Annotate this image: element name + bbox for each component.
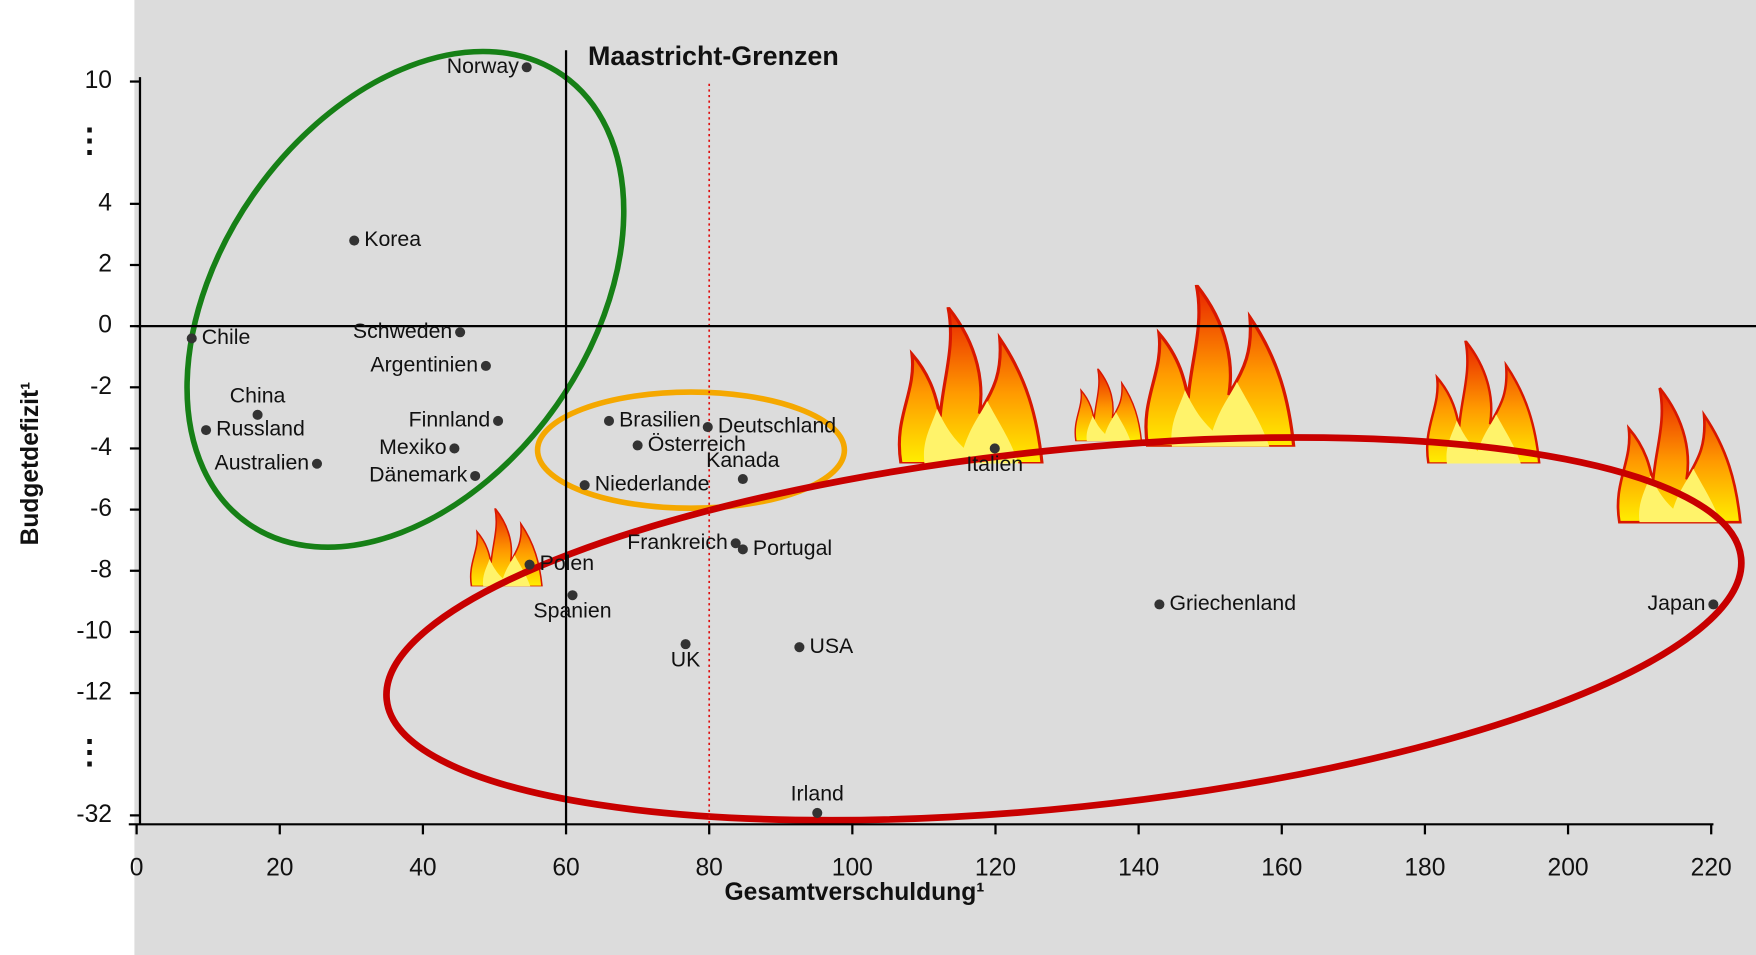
x-tick-label: 80 [696, 855, 723, 882]
point [470, 470, 481, 482]
x-tick-label: 180 [1404, 855, 1445, 882]
point-label: Brasilien [619, 408, 701, 432]
point [567, 590, 578, 601]
point [455, 327, 466, 338]
point-label: Norway [447, 54, 520, 78]
x-axis-label: Gesamtverschuldung¹ [724, 879, 984, 906]
point [989, 443, 1000, 454]
point [480, 360, 491, 371]
point-label: Portugal [753, 536, 832, 560]
point-label: Italien [966, 452, 1023, 476]
point-label: Russland [216, 417, 305, 441]
x-tick-label: 20 [266, 855, 293, 882]
x-tick-label: 200 [1548, 855, 1589, 882]
plot-background [134, 0, 1756, 955]
point [186, 333, 197, 344]
point-label: Argentinien [370, 353, 478, 377]
point-label: Österreich [648, 432, 746, 456]
point [201, 425, 212, 436]
point [521, 62, 532, 73]
point [1708, 599, 1719, 610]
point-label: Frankreich [627, 530, 728, 554]
y-tick-label: -10 [76, 617, 112, 644]
point-label: Kanada [706, 448, 780, 472]
point [737, 544, 748, 555]
point [579, 480, 590, 491]
point [737, 474, 748, 485]
point-label: Griechenland [1169, 591, 1296, 615]
group-ellipse [534, 389, 848, 512]
point [1154, 599, 1165, 610]
point [680, 639, 691, 650]
y-tick-label: -2 [90, 373, 112, 400]
point-label: Japan [1648, 591, 1706, 615]
x-tick-label: 120 [975, 855, 1016, 882]
y-tick-label: -32 [76, 801, 112, 828]
x-tick-label: 60 [552, 855, 579, 882]
group-ellipse [184, 48, 627, 550]
point-label: Chile [202, 325, 251, 349]
point-label: Finnland [409, 408, 491, 432]
y-tick-label: -6 [90, 495, 112, 522]
chart-title: Maastricht-Grenzen [588, 41, 839, 71]
point-label: Mexiko [379, 435, 446, 459]
point [730, 538, 741, 549]
y-tick-label: 2 [98, 251, 112, 278]
point-label: China [230, 384, 286, 408]
point [812, 807, 823, 818]
x-tick-label: 100 [832, 855, 873, 882]
point-label: Niederlande [595, 472, 710, 496]
point-label: Spanien [533, 599, 611, 623]
point [794, 642, 805, 653]
x-tick-label: 160 [1261, 855, 1302, 882]
y-tick-label: -12 [76, 679, 112, 706]
axis-break: ⋮ [73, 734, 107, 771]
x-tick-label: 40 [409, 855, 436, 882]
x-tick-label: 220 [1691, 855, 1732, 882]
point-label: Irland [791, 782, 844, 806]
point-label: Schweden [353, 319, 452, 343]
point [252, 409, 263, 420]
y-tick-label: 0 [98, 312, 112, 339]
point [524, 559, 535, 570]
group-ellipse [383, 434, 1745, 824]
point [349, 235, 360, 246]
point-label: Korea [364, 227, 421, 251]
point [702, 422, 713, 433]
point-label: Deutschland [718, 414, 836, 438]
point-label: Dänemark [369, 463, 468, 487]
axis-break: ⋮ [73, 123, 107, 160]
y-tick-label: -8 [90, 556, 112, 583]
point [311, 458, 323, 469]
point-label: USA [809, 634, 854, 658]
point [449, 443, 460, 454]
point [632, 440, 643, 451]
y-axis-label: Budgetdefizit¹ [17, 382, 44, 546]
x-tick-label: 0 [130, 855, 144, 882]
y-tick-label: 10 [85, 67, 112, 94]
point [603, 415, 615, 426]
point-label: Australien [215, 450, 310, 474]
x-tick-label: 140 [1118, 855, 1159, 882]
y-tick-label: 4 [98, 189, 112, 216]
point-label: UK [671, 648, 701, 672]
y-tick-label: -4 [90, 434, 112, 461]
point-label: Polen [540, 551, 594, 575]
point [493, 415, 504, 426]
